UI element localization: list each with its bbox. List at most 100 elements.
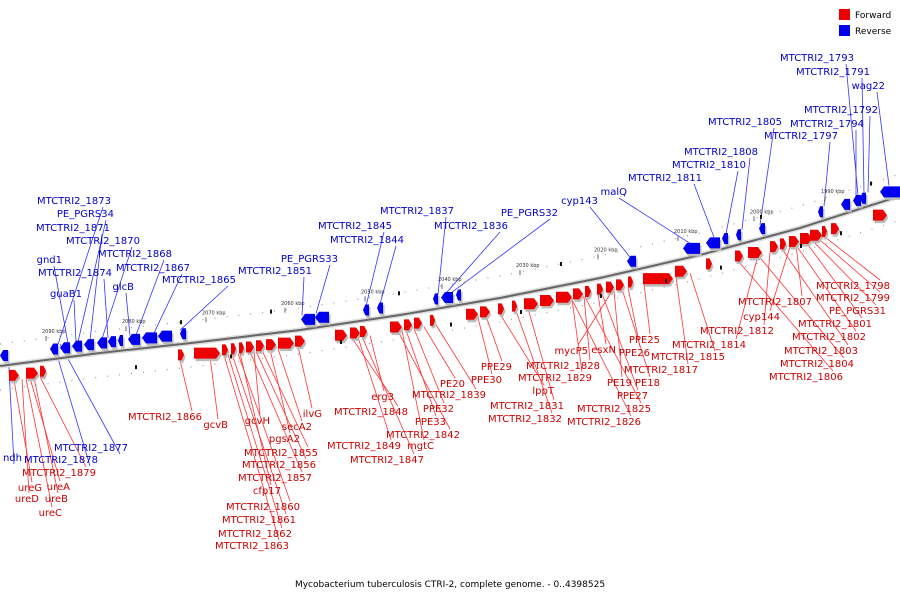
reverse-gene-arrow[interactable]	[683, 242, 702, 257]
forward-gene-arrow[interactable]	[643, 273, 675, 287]
forward-gene-arrow[interactable]	[430, 314, 437, 329]
reverse-gene-arrow[interactable]	[363, 304, 371, 319]
reverse-gene-arrow[interactable]	[722, 233, 730, 247]
forward-gene-label-mtctri2-1849[interactable]: MTCTRI2_1849	[327, 441, 401, 452]
forward-gene-label-ppe29[interactable]: PPE29	[481, 362, 512, 373]
forward-gene-label-mtctri2-1815[interactable]: MTCTRI2_1815	[651, 352, 725, 363]
forward-gene-arrow[interactable]	[466, 308, 480, 323]
forward-gene-label-pe18[interactable]: PE18	[635, 378, 660, 389]
reverse-gene-label-gnd1[interactable]: gnd1	[37, 255, 62, 266]
forward-gene-arrow[interactable]	[606, 281, 616, 296]
forward-gene-arrow[interactable]	[616, 279, 626, 293]
forward-gene-arrow[interactable]	[498, 303, 506, 317]
reverse-gene-arrow[interactable]	[706, 237, 722, 251]
forward-gene-label-mtctri2-1863[interactable]: MTCTRI2_1863	[215, 541, 289, 552]
forward-gene-label-ppe33[interactable]: PPE33	[415, 417, 446, 428]
forward-gene-label-ppe30[interactable]: PPE30	[471, 375, 502, 386]
reverse-gene-label-mtctri2-1808[interactable]: MTCTRI2_1808	[684, 147, 758, 158]
reverse-gene-arrow[interactable]	[50, 343, 60, 358]
forward-gene-label-mtctri2-1828[interactable]: MTCTRI2_1828	[526, 361, 600, 372]
forward-gene-label-pe-pgrs31[interactable]: PE_PGRS31	[829, 306, 886, 317]
reverse-gene-label-mtctri2-1805[interactable]: MTCTRI2_1805	[708, 117, 782, 128]
forward-gene-arrow[interactable]	[628, 276, 635, 291]
forward-gene-label-mgtc[interactable]: mgtC	[407, 441, 434, 452]
forward-gene-label-mtctri2-1866[interactable]: MTCTRI2_1866	[128, 412, 202, 423]
reverse-gene-label-mtctri2-1792[interactable]: MTCTRI2_1792	[804, 105, 878, 116]
forward-gene-label-urec[interactable]: ureC	[39, 508, 62, 519]
forward-gene-arrow[interactable]	[246, 341, 256, 355]
forward-gene-arrow[interactable]	[335, 329, 349, 344]
reverse-gene-arrow[interactable]	[627, 255, 638, 270]
forward-gene-label-mtctri2-1839[interactable]: MTCTRI2_1839	[412, 390, 486, 401]
reverse-gene-label-mtctri2-1874[interactable]: MTCTRI2_1874	[38, 268, 112, 279]
forward-gene-label-mtctri2-1812[interactable]: MTCTRI2_1812	[700, 326, 774, 337]
reverse-gene-arrow[interactable]	[818, 206, 825, 220]
reverse-gene-label-guab1[interactable]: guaB1	[50, 289, 82, 300]
forward-gene-label-ured[interactable]: ureD	[15, 494, 39, 505]
forward-gene-label-mtctri2-1801[interactable]: MTCTRI2_1801	[798, 319, 872, 330]
reverse-gene-arrow[interactable]	[759, 223, 767, 237]
forward-gene-arrow[interactable]	[770, 241, 780, 255]
forward-gene-label-ppe25[interactable]: PPE25	[629, 335, 660, 346]
reverse-gene-label-mtctri2-1844[interactable]: MTCTRI2_1844	[330, 235, 404, 246]
reverse-gene-label-mtctri2-1811[interactable]: MTCTRI2_1811	[628, 173, 702, 184]
forward-gene-arrow[interactable]	[873, 209, 889, 224]
reverse-gene-label-pe-pgrs33[interactable]: PE_PGRS33	[281, 254, 338, 265]
forward-gene-label-mtctri2-1807[interactable]: MTCTRI2_1807	[738, 297, 812, 308]
forward-gene-label-mtctri2-1804[interactable]: MTCTRI2_1804	[780, 359, 854, 370]
forward-gene-label-mtctri2-1798[interactable]: MTCTRI2_1798	[816, 281, 890, 292]
forward-gene-label-cfp17[interactable]: cfp17	[253, 486, 281, 497]
reverse-gene-label-mtctri2-1873[interactable]: MTCTRI2_1873	[37, 196, 111, 207]
reverse-gene-label-mtctri2-1837[interactable]: MTCTRI2_1837	[380, 206, 454, 217]
reverse-gene-arrow[interactable]	[841, 198, 852, 213]
forward-gene-label-mtctri2-1847[interactable]: MTCTRI2_1847	[350, 455, 424, 466]
reverse-gene-arrow[interactable]	[0, 350, 10, 364]
forward-gene-label-pe19[interactable]: PE19	[607, 378, 632, 389]
forward-gene-label-mtctri2-1826[interactable]: MTCTRI2_1826	[567, 417, 641, 428]
forward-gene-label-mtctri2-1857[interactable]: MTCTRI2_1857	[238, 473, 312, 484]
forward-gene-label-mtctri2-1806[interactable]: MTCTRI2_1806	[769, 372, 843, 383]
reverse-gene-label-mtctri2-1851[interactable]: MTCTRI2_1851	[238, 266, 312, 277]
reverse-gene-arrow[interactable]	[736, 229, 743, 243]
forward-gene-arrow[interactable]	[239, 342, 246, 356]
forward-gene-arrow[interactable]	[540, 295, 556, 309]
forward-gene-label-cyp144[interactable]: cyp144	[743, 312, 780, 323]
forward-gene-label-mtctri2-1825[interactable]: MTCTRI2_1825	[577, 404, 651, 415]
forward-gene-arrow[interactable]	[748, 247, 764, 261]
reverse-gene-label-mtctri2-1867[interactable]: MTCTRI2_1867	[116, 263, 190, 274]
reverse-gene-arrow[interactable]	[128, 333, 142, 348]
forward-gene-label-urea[interactable]: ureA	[47, 482, 70, 493]
forward-gene-label-ilvg[interactable]: ilvG	[303, 409, 322, 420]
forward-gene-arrow[interactable]	[556, 291, 574, 306]
reverse-gene-arrow[interactable]	[158, 330, 174, 345]
reverse-gene-arrow[interactable]	[60, 342, 72, 356]
forward-gene-arrow[interactable]	[512, 300, 519, 315]
forward-gene-label-mtctri2-1848[interactable]: MTCTRI2_1848	[334, 407, 408, 418]
reverse-gene-label-mtctri2-1871[interactable]: MTCTRI2_1871	[36, 223, 110, 234]
forward-gene-arrow[interactable]	[9, 369, 21, 384]
forward-gene-arrow[interactable]	[480, 306, 492, 320]
forward-gene-arrow[interactable]	[295, 335, 307, 350]
forward-gene-arrow[interactable]	[178, 349, 186, 363]
reverse-gene-arrow[interactable]	[180, 328, 188, 342]
forward-gene-label-ppe26[interactable]: PPE26	[619, 348, 650, 359]
forward-gene-arrow[interactable]	[810, 229, 824, 244]
forward-gene-arrow[interactable]	[266, 339, 278, 353]
reverse-gene-label-mtctri2-1845[interactable]: MTCTRI2_1845	[318, 221, 392, 232]
forward-gene-arrow[interactable]	[524, 298, 540, 312]
reverse-gene-label-mtctri2-1870[interactable]: MTCTRI2_1870	[66, 236, 140, 247]
forward-gene-arrow[interactable]	[350, 327, 362, 342]
reverse-gene-label-mtctri2-1878[interactable]: MTCTRI2_1878	[24, 455, 98, 466]
forward-gene-arrow[interactable]	[780, 238, 788, 252]
forward-gene-label-ppe27[interactable]: PPE27	[617, 391, 648, 402]
forward-gene-arrow[interactable]	[256, 340, 266, 354]
forward-gene-label-pgsa2[interactable]: pgsA2	[269, 434, 300, 445]
forward-gene-arrow[interactable]	[278, 337, 296, 352]
forward-gene-label-ppe32[interactable]: PPE32	[423, 404, 454, 415]
reverse-gene-arrow[interactable]	[853, 195, 863, 209]
reverse-gene-arrow[interactable]	[108, 336, 118, 350]
reverse-gene-label-mtctri2-1793[interactable]: MTCTRI2_1793	[780, 53, 854, 64]
reverse-gene-label-wag22[interactable]: wag22	[852, 81, 885, 92]
reverse-gene-label-mtctri2-1810[interactable]: MTCTRI2_1810	[672, 160, 746, 171]
reverse-gene-arrow[interactable]	[118, 335, 125, 349]
